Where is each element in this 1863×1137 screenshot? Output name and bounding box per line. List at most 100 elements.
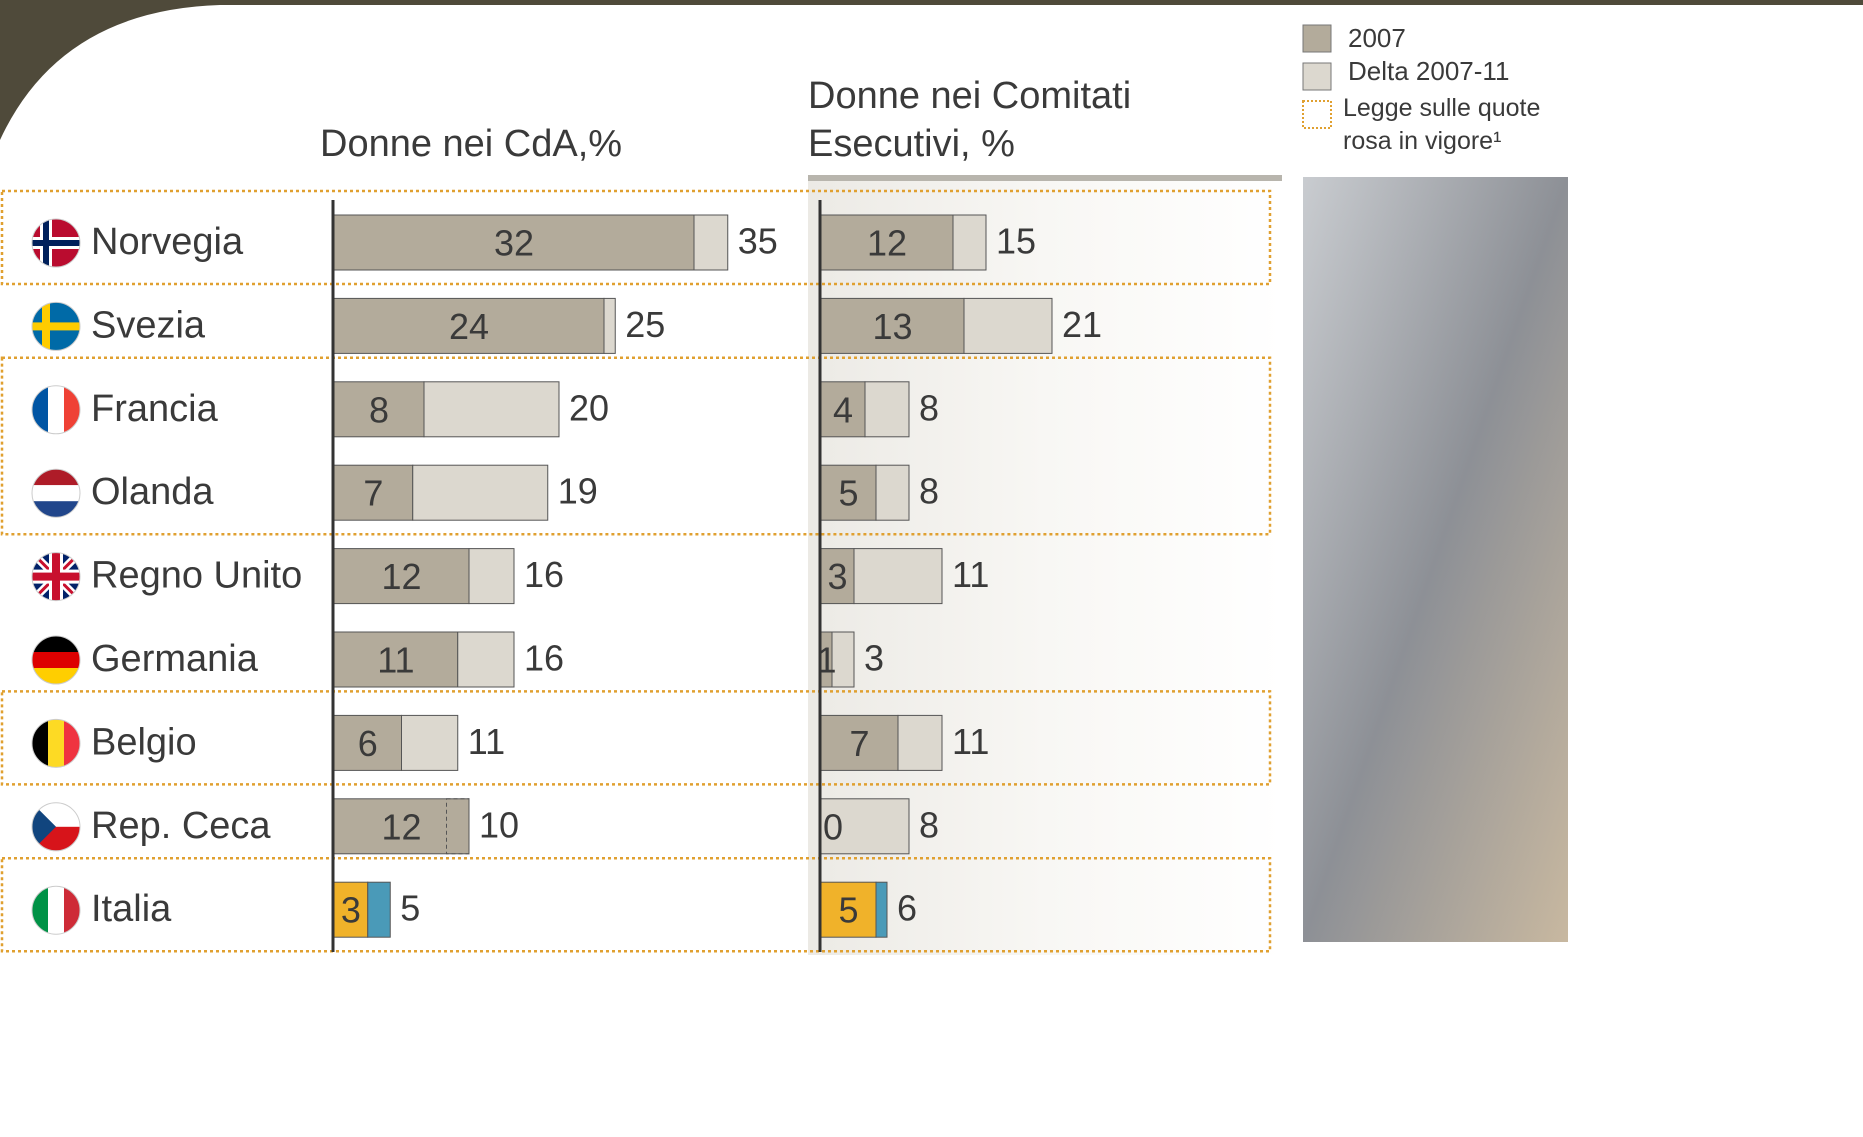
bar-segment [333, 881, 369, 938]
flag-body [32, 886, 80, 935]
value-label: 11 [377, 640, 414, 681]
chart-title: Donne nei CdA,% [320, 123, 623, 165]
flag-rim [31, 301, 81, 351]
total-label: 16 [524, 638, 564, 679]
total-label: 25 [625, 304, 665, 345]
flag [31, 885, 81, 935]
flag-rim [31, 802, 81, 852]
flag [31, 718, 81, 768]
category-label: Belgio [91, 721, 197, 763]
flag-part [32, 668, 80, 684]
flag-part [32, 240, 80, 246]
flag-rim [31, 468, 81, 518]
bar-segment [412, 464, 549, 521]
flag [31, 552, 81, 602]
flag-part [32, 322, 80, 331]
value-label: 3 [341, 890, 361, 931]
total-label: 15 [996, 221, 1036, 262]
flag [31, 802, 81, 852]
value-label: 7 [849, 723, 869, 764]
legend-label: Delta 2007-11 [1348, 56, 1509, 86]
bar-segment [864, 381, 910, 438]
flag-part [32, 501, 80, 518]
bar-segment [468, 548, 515, 605]
bar-segment [401, 714, 459, 771]
photo [1303, 177, 1568, 942]
corner-shape [0, 0, 220, 140]
legend: 2007 Delta 2007-11 Legge sulle quote ros… [1302, 23, 1541, 155]
bar-segment [875, 881, 888, 938]
flag-body [32, 302, 80, 351]
bar-segment [333, 297, 605, 354]
total-label: 6 [897, 888, 917, 929]
flag-body [32, 219, 80, 267]
flag-part [32, 636, 80, 652]
total-label: 19 [558, 471, 598, 512]
flag [31, 468, 81, 518]
legend-label: Legge sulle quote rosa in vigore¹ [1343, 94, 1541, 155]
top-band [0, 0, 1863, 5]
bar-segment [693, 214, 729, 271]
flag-part [32, 385, 48, 434]
category-label: Svezia [91, 304, 206, 346]
total-label: 16 [524, 554, 564, 595]
flag-part [52, 552, 60, 601]
flag-part [32, 652, 80, 668]
flag-part [48, 719, 64, 768]
bar-segment [831, 631, 855, 688]
total-label: 11 [952, 721, 989, 762]
flag-body [32, 469, 80, 518]
bar-segment [446, 798, 470, 855]
flag-part [32, 886, 48, 935]
total-label: 11 [468, 721, 505, 762]
total-label: 21 [1062, 304, 1102, 345]
legend-label: 2007 [1348, 23, 1406, 53]
flag-body [32, 385, 80, 434]
category-label: Francia [91, 388, 219, 430]
category-label: Regno Unito [91, 555, 302, 597]
bar-segment [853, 548, 943, 605]
bar-segment [423, 381, 560, 438]
value-label: 12 [381, 556, 421, 597]
value-label: 8 [369, 389, 389, 430]
chart-title: Donne nei Comitati Esecutivi, % [808, 75, 1132, 165]
flag-part [64, 886, 80, 935]
category-label: Olanda [91, 471, 214, 513]
flag [31, 385, 81, 435]
flag-rim [31, 635, 81, 685]
flag [31, 635, 81, 685]
value-label: 24 [449, 306, 489, 347]
category-label: Rep. Ceca [91, 805, 271, 847]
flag-part [64, 719, 80, 768]
flag-body [32, 719, 80, 768]
value-label: 5 [838, 473, 858, 514]
total-label: 35 [738, 221, 778, 262]
flag-part [32, 485, 80, 502]
flag-rim [31, 218, 81, 268]
quota-law-box [0, 356, 1272, 536]
flag-rim [31, 385, 81, 435]
category-label: Germania [91, 638, 259, 680]
total-label: 3 [864, 638, 884, 679]
legend-swatch [1302, 100, 1332, 129]
value-label: 32 [494, 223, 534, 264]
total-label: 8 [919, 471, 939, 512]
legend-swatch [1302, 24, 1332, 53]
category-label: Norvegia [91, 221, 244, 263]
flag-part [32, 719, 48, 768]
value-label: 5 [838, 890, 858, 931]
bar-segment [820, 798, 910, 855]
quota-law-box [0, 189, 1272, 286]
bar-segment [875, 464, 910, 521]
flag-part [42, 302, 50, 351]
bar-segment [333, 631, 459, 688]
category-label: Italia [91, 888, 172, 930]
value-label: 3 [827, 556, 847, 597]
flag-part [32, 802, 56, 851]
total-label: 5 [400, 888, 420, 929]
total-label: 8 [919, 804, 939, 845]
flag-rim [31, 885, 81, 935]
total-label: 8 [919, 387, 939, 428]
